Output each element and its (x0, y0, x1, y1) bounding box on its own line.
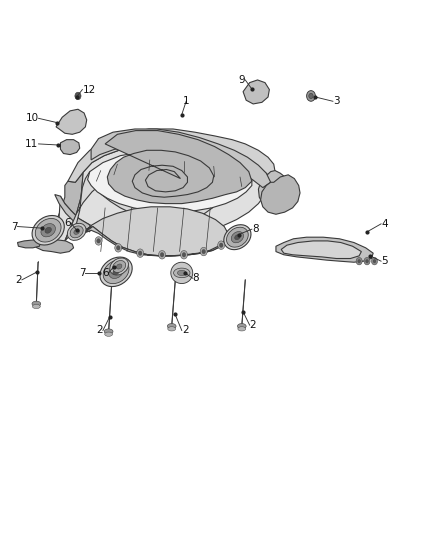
Text: 7: 7 (11, 222, 18, 231)
Circle shape (366, 260, 368, 263)
Ellipse shape (110, 258, 128, 275)
Polygon shape (36, 240, 74, 253)
Circle shape (373, 260, 376, 263)
Polygon shape (276, 237, 373, 262)
Polygon shape (55, 195, 90, 232)
Text: 8: 8 (252, 224, 258, 234)
Ellipse shape (237, 324, 246, 329)
Ellipse shape (32, 304, 40, 309)
Ellipse shape (177, 270, 186, 276)
Polygon shape (105, 131, 252, 204)
Polygon shape (68, 129, 275, 182)
Circle shape (356, 257, 362, 265)
Ellipse shape (100, 257, 132, 287)
Text: 5: 5 (381, 256, 388, 266)
Ellipse shape (235, 235, 240, 240)
Text: 7: 7 (79, 268, 85, 278)
Circle shape (160, 253, 164, 257)
Polygon shape (57, 144, 271, 251)
Text: 4: 4 (381, 219, 388, 229)
Ellipse shape (113, 269, 119, 275)
Polygon shape (91, 129, 271, 188)
Circle shape (202, 249, 205, 254)
Circle shape (182, 253, 186, 257)
Polygon shape (48, 172, 83, 251)
Ellipse shape (238, 327, 246, 331)
Ellipse shape (104, 329, 113, 334)
Circle shape (115, 244, 122, 252)
Circle shape (180, 251, 187, 259)
Circle shape (97, 239, 100, 243)
Text: 6: 6 (64, 218, 71, 228)
Polygon shape (83, 227, 229, 256)
Text: 2: 2 (182, 326, 188, 335)
Polygon shape (243, 80, 269, 104)
Circle shape (138, 251, 142, 255)
Circle shape (75, 92, 81, 100)
Ellipse shape (70, 226, 83, 238)
Text: 9: 9 (239, 75, 245, 85)
Text: 8: 8 (193, 273, 199, 283)
Text: 2: 2 (250, 320, 256, 330)
Circle shape (159, 251, 166, 259)
Polygon shape (258, 171, 296, 211)
Ellipse shape (105, 332, 113, 336)
Ellipse shape (173, 268, 190, 278)
Ellipse shape (109, 265, 124, 278)
Text: 2: 2 (96, 326, 103, 335)
Ellipse shape (113, 261, 126, 272)
Ellipse shape (32, 215, 64, 245)
Polygon shape (60, 140, 80, 155)
Circle shape (95, 237, 102, 245)
Circle shape (358, 260, 360, 263)
Polygon shape (281, 241, 361, 259)
Text: 6: 6 (102, 268, 109, 278)
Ellipse shape (41, 224, 56, 237)
Text: 1: 1 (183, 96, 190, 106)
Text: 12: 12 (82, 85, 95, 94)
Ellipse shape (74, 229, 79, 235)
Ellipse shape (67, 223, 86, 240)
Ellipse shape (103, 260, 129, 284)
Circle shape (307, 91, 315, 101)
Polygon shape (83, 207, 229, 256)
Text: 3: 3 (333, 96, 339, 106)
Circle shape (218, 241, 225, 249)
Circle shape (117, 246, 120, 250)
Ellipse shape (168, 327, 176, 331)
Polygon shape (65, 168, 218, 241)
Text: 11: 11 (25, 139, 39, 149)
Polygon shape (18, 240, 40, 248)
Circle shape (364, 257, 370, 265)
Ellipse shape (167, 324, 176, 329)
Circle shape (309, 93, 313, 99)
Ellipse shape (32, 301, 41, 306)
Circle shape (371, 257, 378, 265)
Ellipse shape (231, 231, 244, 243)
Ellipse shape (224, 225, 251, 249)
Polygon shape (261, 175, 300, 214)
Ellipse shape (117, 264, 122, 269)
Ellipse shape (171, 262, 193, 284)
Polygon shape (88, 151, 252, 212)
Ellipse shape (226, 227, 248, 247)
Ellipse shape (35, 219, 61, 242)
Text: 2: 2 (15, 275, 22, 285)
Text: 10: 10 (25, 114, 39, 123)
Circle shape (200, 247, 207, 256)
Circle shape (219, 243, 223, 247)
Ellipse shape (45, 227, 51, 233)
Polygon shape (56, 109, 87, 134)
Circle shape (137, 249, 144, 257)
